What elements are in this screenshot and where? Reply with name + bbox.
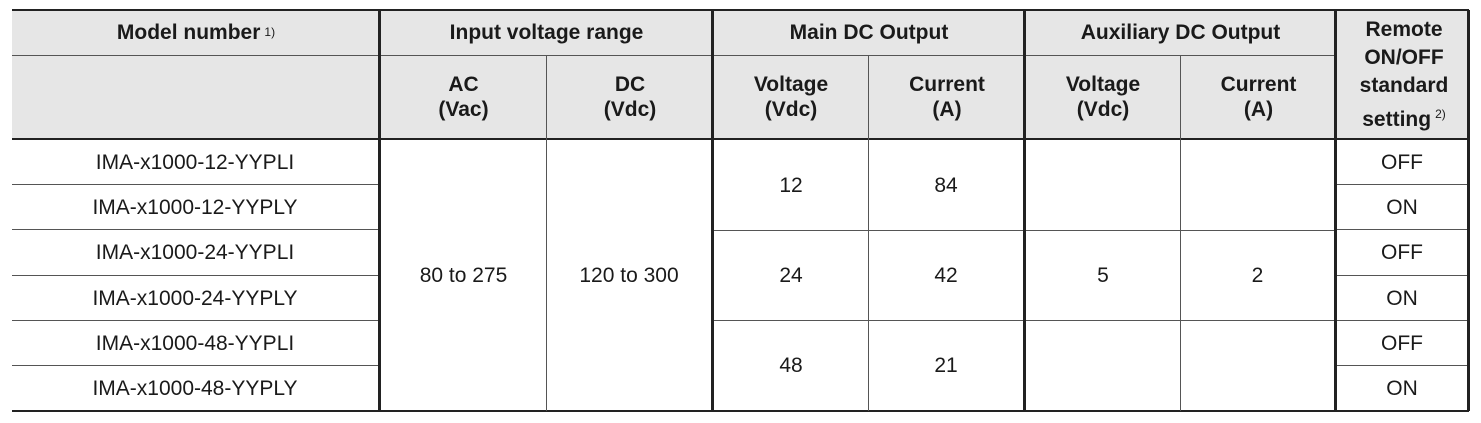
subheader-name: Current	[1220, 73, 1297, 96]
dc-cell: 120 to 300	[579, 264, 679, 288]
footnote-mark: 1)	[264, 25, 276, 39]
rule	[378, 10, 381, 411]
main-current-cell: 84	[934, 173, 958, 197]
model-cell: IMA-x1000-12-YYPLI	[95, 151, 295, 175]
rule	[1334, 10, 1337, 411]
model-cell: IMA-x1000-48-YYPLI	[95, 331, 295, 355]
rule	[12, 365, 378, 366]
remote-cell: ON	[1386, 377, 1418, 401]
header-text: Model number	[116, 21, 261, 44]
main-voltage-cell: 12	[779, 173, 803, 197]
model-cell: IMA-x1000-12-YYPLY	[92, 196, 298, 220]
model-cell: IMA-x1000-48-YYPLY	[92, 377, 298, 401]
subheader-cell: DC (Vdc)	[547, 56, 713, 138]
rule	[868, 55, 869, 411]
subheader-unit: (A)	[932, 98, 962, 121]
header-text: Remote ON/OFF standard setting	[1359, 17, 1449, 131]
header-cell: Remote ON/OFF standard setting 2)	[1339, 10, 1469, 139]
rule	[12, 9, 1469, 11]
footnote-mark: 2)	[1435, 106, 1446, 121]
rule	[1180, 55, 1181, 411]
rule	[1337, 365, 1467, 366]
rule	[12, 319, 378, 321]
subheader-name: Current	[909, 73, 985, 96]
subheader-unit: (Vdc)	[603, 98, 657, 121]
subheader-unit: (Vac)	[438, 98, 489, 121]
remote-cell: OFF	[1381, 331, 1423, 355]
header-cell: Model number 1)	[12, 10, 380, 55]
remote-cell: ON	[1386, 196, 1418, 220]
subheader-cell: Voltage (Vdc)	[713, 56, 869, 138]
rule	[12, 55, 1336, 56]
subheader-cell: Current (A)	[869, 56, 1025, 138]
aux-voltage-cell: 5	[1097, 264, 1109, 288]
rule	[1337, 274, 1467, 276]
subheader-unit: (Vdc)	[1076, 98, 1130, 121]
remote-cell: OFF	[1381, 151, 1423, 175]
rule	[1467, 10, 1470, 411]
rule	[1337, 184, 1467, 186]
rule	[1023, 10, 1026, 411]
subheader-cell: AC (Vac)	[380, 56, 547, 138]
rule	[711, 10, 714, 411]
header-background	[12, 10, 1469, 139]
subheader-name: Voltage	[753, 73, 829, 96]
subheader-name: AC	[448, 73, 479, 96]
model-cell: IMA-x1000-24-YYPLY	[92, 286, 298, 310]
rule	[546, 55, 547, 411]
subheader-unit: (Vdc)	[764, 98, 818, 121]
subheader-unit: (A)	[1243, 98, 1274, 121]
subheader-name: Voltage	[1065, 73, 1141, 96]
main-voltage-cell: 48	[779, 354, 803, 378]
subheader-name: DC	[614, 73, 646, 96]
main-current-cell: 21	[934, 354, 958, 378]
subheader-cell: Current (A)	[1181, 56, 1336, 138]
rule	[12, 184, 378, 186]
rule	[12, 410, 1469, 412]
main-current-cell: 42	[934, 264, 958, 288]
header-cell: Main DC Output	[789, 21, 949, 44]
main-voltage-cell: 24	[779, 264, 803, 288]
subheader-cell: Voltage (Vdc)	[1025, 56, 1181, 138]
rule	[12, 274, 378, 276]
aux-current-cell: 2	[1251, 264, 1264, 288]
rule	[1337, 319, 1467, 321]
header-cell: Auxiliary DC Output	[1080, 21, 1281, 44]
ac-cell: 80 to 275	[419, 264, 508, 288]
header-cell: Input voltage range	[449, 21, 644, 44]
remote-cell: ON	[1386, 286, 1418, 310]
rule	[1337, 229, 1467, 231]
model-cell: IMA-x1000-24-YYPLI	[95, 241, 295, 265]
rule	[12, 138, 1469, 140]
rule	[12, 229, 378, 231]
remote-cell: OFF	[1381, 241, 1423, 265]
